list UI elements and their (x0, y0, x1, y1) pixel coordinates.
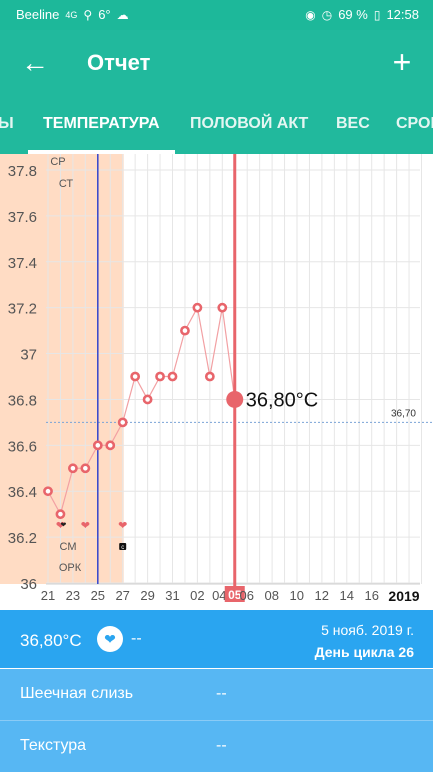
data-point (217, 302, 228, 313)
row-divider (0, 720, 433, 721)
clock: 12:58 (386, 7, 419, 22)
eye-icon: ◉ (305, 7, 316, 22)
tab-prev[interactable]: Ы (0, 115, 14, 132)
y-tick-label: 36.6 (8, 438, 37, 455)
x-tick-label: 25 (91, 588, 105, 603)
x-tick-label: 12 (315, 588, 329, 603)
x-tick-label: 16 (365, 588, 379, 603)
x-tick-label: 04 (212, 588, 226, 603)
data-point (117, 417, 128, 428)
tab-bar: Ы ТЕМПЕРАТУРА ПОЛОВОЙ АКТ ВЕС СРОК (0, 98, 433, 154)
x-tick-label: 27 (115, 588, 129, 603)
back-arrow-icon[interactable]: ← (21, 47, 49, 78)
row-label-cm: СМ (60, 541, 77, 553)
y-tick-label: 36 (20, 576, 37, 593)
tab-term[interactable]: СРОК (396, 115, 433, 132)
x-tick-label: 14 (340, 588, 354, 603)
selected-day-chip (224, 586, 245, 602)
c-marker (119, 543, 127, 550)
selected-point-label: 36,80°C (246, 389, 319, 411)
heart-marker: ❤ (81, 520, 90, 532)
selected-point (226, 390, 244, 408)
heart-icon[interactable]: ❤ (97, 626, 123, 652)
y-tick-label: 36.8 (8, 392, 37, 409)
search-icon: ⚲ (83, 7, 93, 22)
data-point (180, 325, 190, 336)
summary-temperature: 36,80°C (20, 631, 82, 650)
summary-cycle-day: День цикла 26 (314, 644, 414, 660)
data-point (80, 463, 91, 474)
data-point (192, 302, 203, 313)
temperature-chart[interactable]: 36 36.2 36.4 36.6 36.8 37 37.2 37.4 37.6 37.8 36,7… (0, 154, 433, 610)
x-tick-label: 06 (240, 588, 254, 603)
black-heart-marker: ❤ (61, 522, 67, 529)
y-tick-label: 37 (20, 347, 37, 364)
row-label: Шеечная слизь (20, 685, 134, 702)
x-tick-label: 10 (290, 588, 304, 603)
data-point (92, 440, 103, 451)
series-line (47, 305, 236, 516)
x-tick-label: 02 (190, 588, 204, 603)
x-tick-label: 21 (41, 588, 55, 603)
data-point (204, 371, 215, 382)
x-tick-label: 31 (165, 588, 179, 603)
row-texture[interactable]: Текстура -- (0, 721, 433, 772)
weather-icon: ☁ (116, 7, 129, 22)
y-tick-label: 36.4 (8, 484, 37, 501)
x-tick-label: 29 (140, 588, 154, 603)
tab-weight[interactable]: ВЕС (336, 115, 370, 132)
row-label-cp: СР (50, 156, 65, 168)
y-tick-label: 37.4 (8, 255, 37, 272)
heart-marker: ❤ (56, 520, 65, 532)
status-bar: Beeline 4G ⚲ 6° ☁ ◉ ◷ 69 % ▯ 12:58 (0, 0, 433, 30)
data-point (68, 463, 78, 474)
row-label-opk: ОРК (59, 562, 82, 574)
year-label: 2019 (388, 588, 419, 604)
row-value: -- (216, 737, 227, 754)
data-point (55, 509, 66, 520)
network-icon: 4G (65, 9, 78, 20)
row-label-ct: СТ (59, 178, 74, 190)
y-tick-label: 37.8 (8, 163, 37, 180)
row-label: Текстура (20, 737, 87, 754)
x-tick-label: 23 (66, 588, 80, 603)
row-value: -- (216, 685, 227, 702)
weather-temperature: 6° (98, 7, 111, 22)
data-point (142, 394, 153, 405)
data-point (130, 371, 141, 382)
data-point (105, 440, 116, 451)
c-marker-label: c (121, 545, 124, 551)
heart-marker: ❤ (118, 520, 127, 532)
chart-svg[interactable]: 36 36.2 36.4 36.6 36.8 37 37.2 37.4 37.6 37.8 36,7… (0, 154, 433, 610)
active-tab-indicator (28, 150, 175, 154)
add-plus-icon[interactable]: + (392, 44, 412, 80)
data-point (167, 371, 178, 382)
data-point (43, 486, 53, 497)
row-cervical-mucus[interactable]: Шеечная слизь -- (0, 669, 433, 720)
alarm-icon: ◷ (321, 7, 333, 22)
battery-percent: 69 % (338, 7, 368, 22)
x-tick-label-selected: 05 (228, 588, 242, 602)
tab-temperature[interactable]: ТЕМПЕРАТУРА (43, 115, 160, 132)
summary-heart-value: -- (131, 630, 142, 647)
toolbar: ← Отчет + (0, 30, 433, 98)
carrier-label: Beeline (16, 7, 60, 22)
battery-icon: ▯ (373, 7, 381, 22)
summary-date: 5 нояб. 2019 г. (321, 622, 414, 638)
summary-bar: 36,80°C ❤ -- 5 нояб. 2019 г. День цикла … (0, 610, 433, 668)
coverline-label: 36,70 (391, 408, 416, 419)
tab-intercourse[interactable]: ПОЛОВОЙ АКТ (190, 115, 309, 132)
y-tick-label: 36.2 (8, 530, 37, 547)
page-title: Отчет (87, 50, 151, 75)
data-point (155, 371, 165, 382)
y-tick-label: 37.2 (8, 301, 37, 318)
y-tick-label: 37.6 (8, 209, 37, 226)
x-tick-label: 08 (265, 588, 279, 603)
